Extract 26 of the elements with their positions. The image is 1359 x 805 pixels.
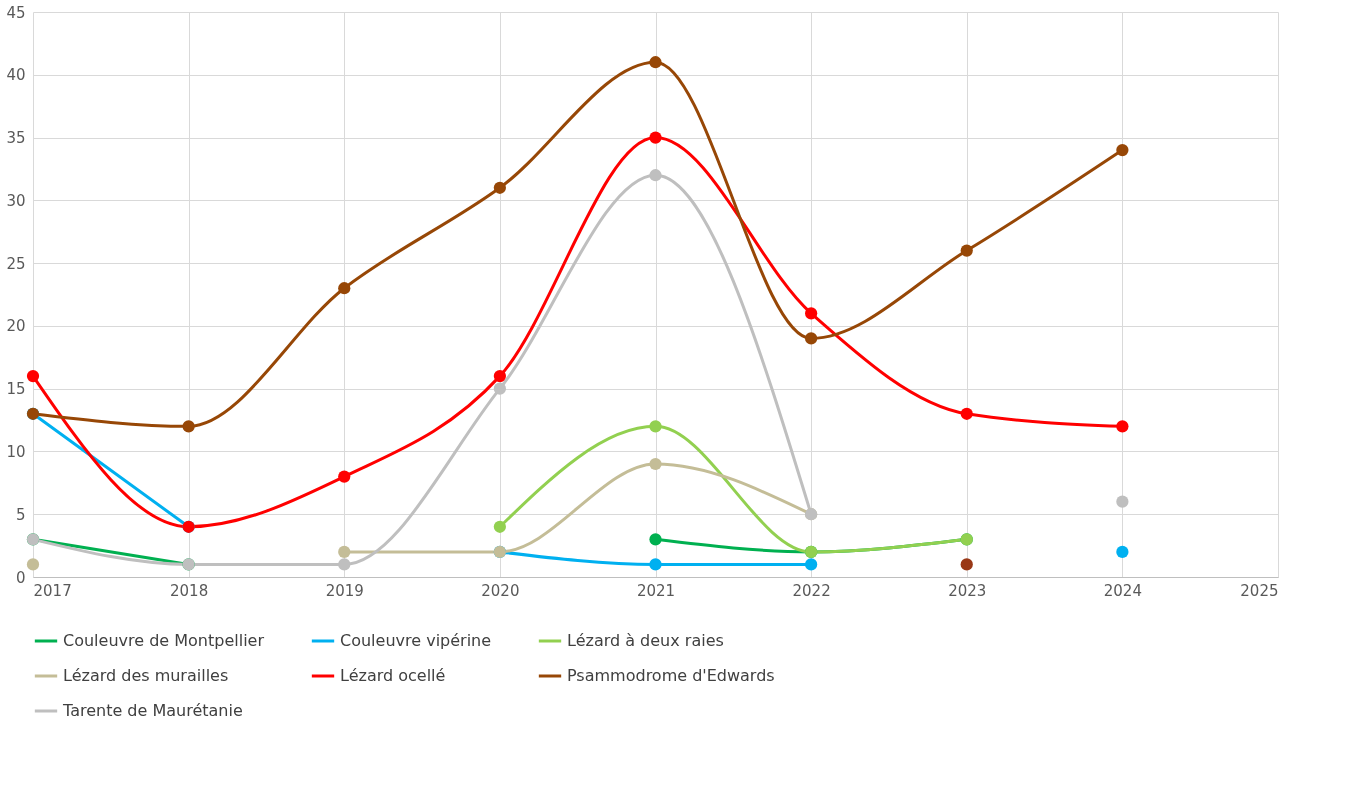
y-tick-label: 10: [6, 442, 26, 461]
x-tick-label: 2024: [1103, 581, 1142, 600]
x-tick-label: 2025: [1240, 581, 1279, 600]
legend-label: Couleuvre de Montpellier: [63, 631, 265, 650]
y-tick-label: 15: [6, 380, 26, 399]
y-tick-label: 45: [6, 3, 26, 22]
y-tick-label: 20: [6, 317, 26, 336]
x-tick-label: 2022: [792, 581, 831, 600]
legend-label: Lézard des murailles: [63, 666, 229, 685]
x-tick-label: 2018: [170, 581, 209, 600]
y-tick-label: 0: [15, 568, 26, 587]
x-tick-label: 2021: [636, 581, 676, 600]
y-tick-label: 40: [6, 66, 26, 85]
y-tick-label: 5: [15, 505, 26, 524]
x-tick-label: 2020: [481, 581, 520, 600]
y-tick-label: 30: [6, 191, 26, 210]
legend-label: Couleuvre vipérine: [340, 631, 492, 650]
y-tick-label: 35: [6, 129, 26, 148]
legend-label: Psammodrome d'Edwards: [567, 666, 775, 685]
legend-label: Lézard ocellé: [340, 666, 446, 685]
x-tick-label: 2017: [33, 581, 72, 600]
legend-label: Tarente de Maurétanie: [62, 701, 243, 720]
y-tick-label: 25: [6, 254, 26, 273]
x-tick-label: 2023: [948, 581, 987, 600]
legend-label: Lézard à deux raies: [567, 631, 724, 650]
x-tick-label: 2019: [325, 581, 364, 600]
